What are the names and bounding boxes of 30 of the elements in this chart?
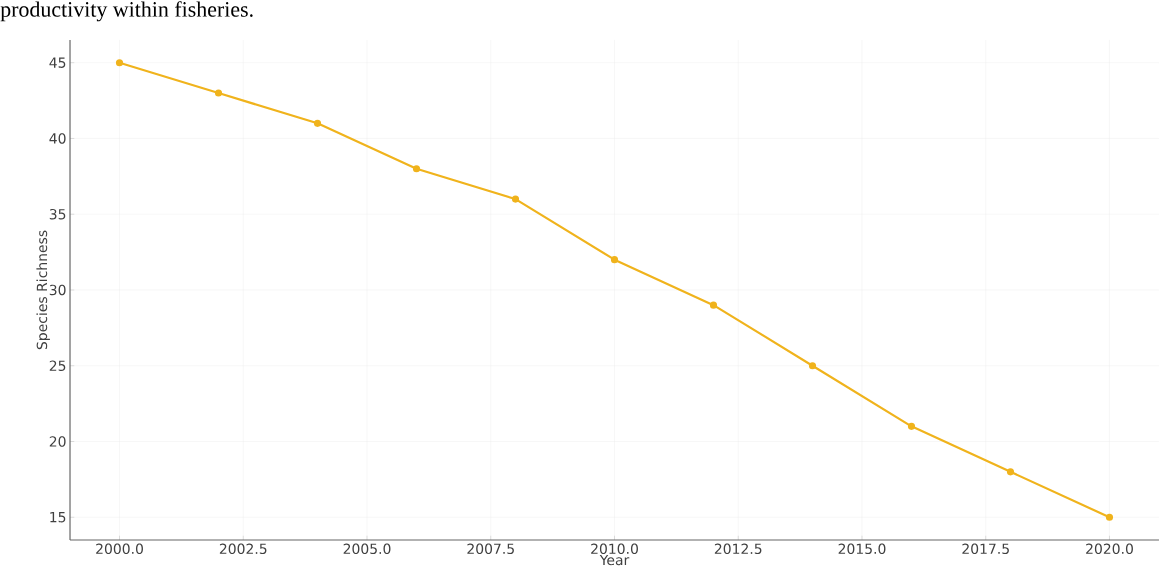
x-tick-label: 2012.5 bbox=[714, 543, 762, 555]
point bbox=[808, 362, 817, 370]
point bbox=[1006, 468, 1015, 476]
x-tick-label: 2015.0 bbox=[838, 543, 886, 555]
text: productivity within fisheries. bbox=[0, 1, 253, 22]
y-tick-label: 15 bbox=[50, 512, 66, 523]
y-tick-label: 20 bbox=[49, 436, 66, 447]
y-axis-title: Species Richness bbox=[36, 230, 50, 350]
y-tick-label: 25 bbox=[49, 360, 66, 372]
point bbox=[511, 195, 520, 203]
y-tick-label: 30 bbox=[49, 284, 66, 296]
point bbox=[214, 89, 223, 97]
point bbox=[907, 422, 916, 430]
x-tick-label: 2017.5 bbox=[962, 543, 1009, 555]
point bbox=[709, 301, 718, 309]
x-tick-label: 2000.0 bbox=[96, 543, 143, 555]
x-tick-label: 2002.5 bbox=[219, 543, 267, 555]
point bbox=[313, 119, 322, 127]
point bbox=[115, 59, 124, 67]
x-axis-title: Year bbox=[599, 554, 630, 566]
x-tick-label: 2005.0 bbox=[343, 543, 391, 555]
point bbox=[1105, 513, 1114, 521]
y-tick-label: 45 bbox=[49, 57, 66, 68]
x-tick-label: 2007.5 bbox=[467, 543, 514, 555]
y-tick-label: 40 bbox=[49, 133, 66, 144]
point bbox=[412, 165, 421, 173]
point bbox=[610, 256, 619, 264]
x-tick-label: 2020.0 bbox=[1086, 543, 1133, 555]
x-tick-label: 2010.0 bbox=[591, 543, 638, 555]
y-tick-label: 35 bbox=[49, 208, 66, 220]
